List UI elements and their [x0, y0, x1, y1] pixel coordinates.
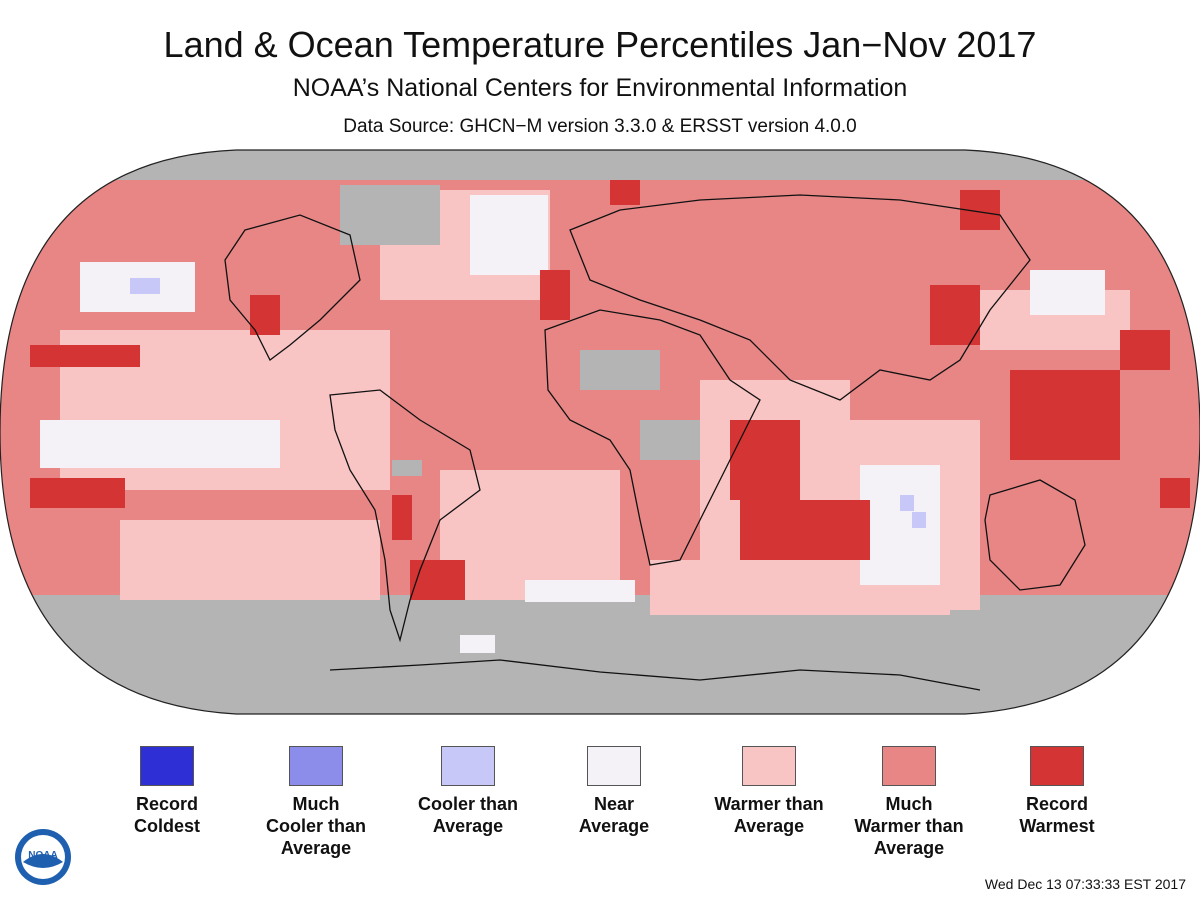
antarctica-outline [329, 659, 981, 691]
legend-swatch [882, 746, 936, 786]
noaa-logo-text: NOAA [28, 850, 57, 861]
antarctic-no-data [0, 595, 1200, 714]
china-record [930, 285, 980, 345]
south-indian-record [740, 500, 870, 560]
legend-label: Much Warmer than Average [854, 794, 964, 858]
timestamp: Wed Dec 13 07:33:33 EST 2017 [984, 876, 1186, 892]
east-pacific-north-record [1120, 330, 1170, 370]
north-pacific-cooler [130, 278, 160, 294]
legend-swatch [441, 746, 495, 786]
map-border [0, 149, 1200, 715]
legend-item-record-coldest: Record Coldest [87, 746, 247, 837]
indian-cooler-1 [900, 495, 914, 511]
map-subtitle: NOAA’s National Centers for Environmenta… [292, 74, 908, 102]
japan-east-near [1030, 270, 1105, 315]
tropical-pacific-near [40, 420, 280, 468]
data-source: Data Source: GHCN−M version 3.3.0 & ERSS… [343, 116, 857, 137]
legend-swatch [289, 746, 343, 786]
south-pacific-warmer [120, 520, 380, 600]
legend-label: Record Coldest [133, 794, 200, 836]
legend-swatch [1030, 746, 1084, 786]
central-africa-no-data [640, 420, 700, 460]
south-america-outline [329, 389, 481, 643]
legend-swatch [140, 746, 194, 786]
legend-item-near: Near Average [534, 746, 694, 837]
east-atlantic-record [540, 270, 570, 320]
legend-item-much-cooler: Much Cooler than Average [236, 746, 396, 859]
map-body [0, 150, 1200, 714]
legend-label: Cooler than Average [417, 794, 518, 836]
labrador-near [470, 195, 548, 275]
east-africa-record [730, 420, 800, 500]
peru-record [392, 495, 412, 540]
us-south-record [250, 295, 280, 335]
coastlines [224, 194, 1086, 691]
south-pacific-record [30, 478, 125, 508]
eurasia-outline [569, 194, 1031, 401]
noaa-logo-svg: NOAA [15, 829, 71, 885]
south-atlantic-near [525, 580, 635, 602]
greenland-no-data [340, 185, 440, 245]
drake-near [460, 635, 495, 653]
south-atlantic-warmer [440, 470, 620, 600]
amazon-no-data [392, 460, 422, 476]
legend-swatch [587, 746, 641, 786]
africa-outline [544, 309, 761, 566]
legend-item-warmer: Warmer than Average [689, 746, 849, 837]
legend-label: Warmer than Average [714, 794, 824, 836]
legend-label: Record Warmest [1019, 794, 1095, 836]
legend-item-much-warmer: Much Warmer than Average [829, 746, 989, 859]
north-america-outline [224, 214, 361, 361]
west-pacific-record [1010, 370, 1120, 460]
legend-swatch [742, 746, 796, 786]
south-indian-near [860, 465, 940, 585]
noaa-logo-icon: NOAA [14, 828, 72, 886]
barents-record [610, 180, 640, 205]
fiji-record [1160, 478, 1190, 508]
australia-outline [984, 479, 1086, 591]
legend-label: Much Cooler than Average [265, 794, 366, 858]
legend-label: Near Average [578, 794, 650, 836]
map-title: Land & Ocean Temperature Percentiles Jan… [163, 24, 1037, 65]
indian-cooler-2 [912, 512, 926, 528]
arctic-no-data [0, 150, 1200, 180]
legend-item-record-warmest: Record Warmest [977, 746, 1137, 837]
legend-item-cooler: Cooler than Average [388, 746, 548, 837]
hawaii-record [30, 345, 140, 367]
argentina-record [410, 560, 465, 600]
sahara-no-data [580, 350, 660, 390]
